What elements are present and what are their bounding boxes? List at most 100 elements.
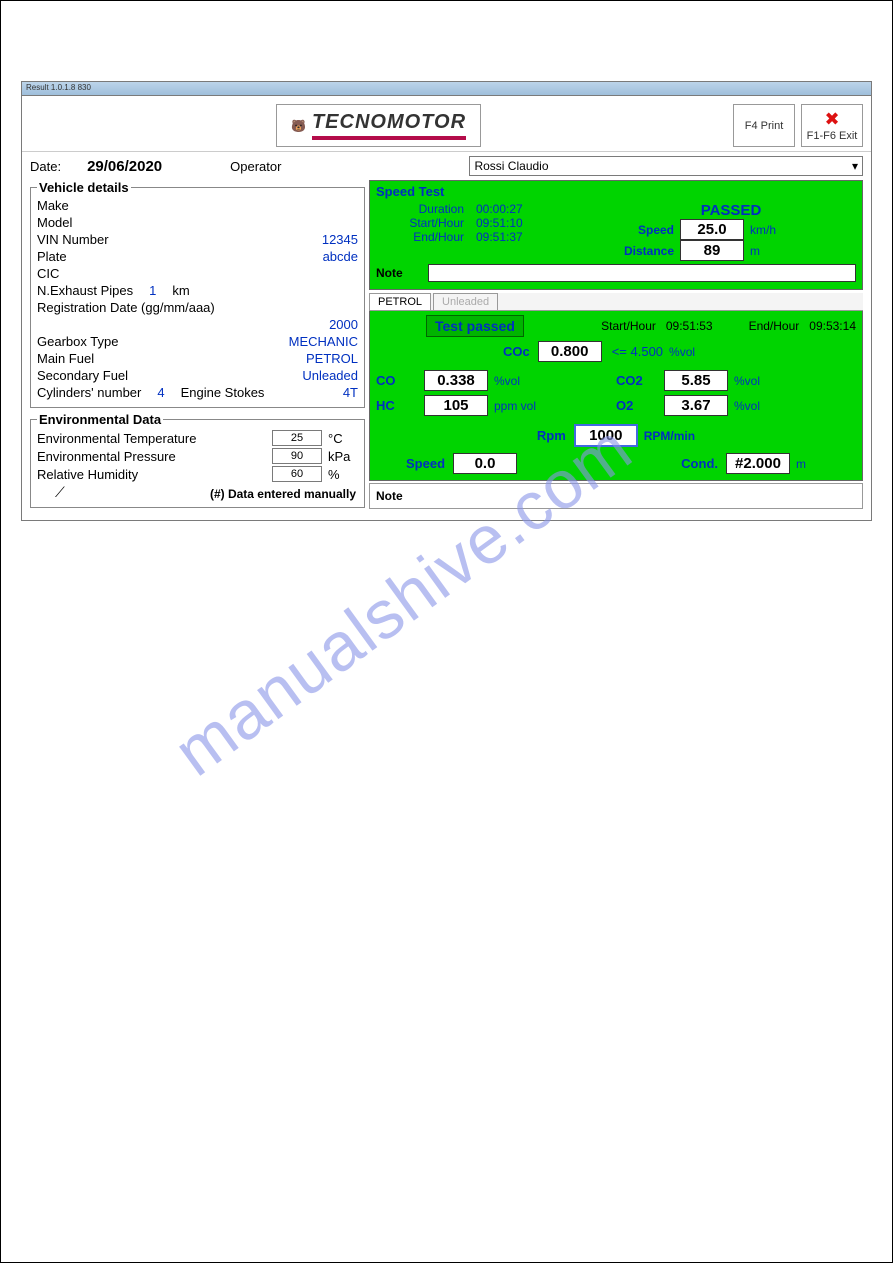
vin-label: VIN Number xyxy=(37,232,322,247)
speed-test-results: PASSED Speed 25.0 km/h Distance 89 m xyxy=(606,202,856,261)
cylinders-label: Cylinders' number xyxy=(37,385,141,400)
environmental-data-legend: Environmental Data xyxy=(37,412,163,427)
co-unit: %vol xyxy=(488,374,554,388)
test-end-value: 09:53:14 xyxy=(809,319,856,333)
mainfuel-label: Main Fuel xyxy=(37,351,306,366)
hc-unit: ppm vol xyxy=(488,399,554,413)
env-press-label: Environmental Pressure xyxy=(37,449,272,464)
env-temp-value[interactable]: 25 xyxy=(272,430,322,446)
regdate-label: Registration Date (gg/mm/aaa) xyxy=(37,300,358,315)
date-label: Date: xyxy=(30,159,61,174)
mainfuel-value: PETROL xyxy=(306,351,358,366)
env-hum-unit: % xyxy=(328,467,358,482)
vehicle-details-fieldset: Vehicle details Make Model VIN Number 12… xyxy=(30,180,365,408)
plate-value: abcde xyxy=(323,249,358,264)
gearbox-value: MECHANIC xyxy=(289,334,358,349)
end-hour-value: 09:51:37 xyxy=(476,230,523,244)
secfuel-label: Secondary Fuel xyxy=(37,368,302,383)
distance-label: Distance xyxy=(606,244,674,258)
page-container: Result 1.0.1.8 830 🐻 TECNOMOTOR F4 Print… xyxy=(0,0,893,1263)
cond-unit: m xyxy=(790,457,856,471)
operator-select[interactable]: Rossi Claudio ▾ xyxy=(469,156,863,176)
o2-unit: %vol xyxy=(728,399,794,413)
co2-unit: %vol xyxy=(728,374,794,388)
coc-label: COc xyxy=(503,344,538,359)
stokes-label: Engine Stokes xyxy=(181,385,265,400)
emission-test-panel: Test passed Start/Hour 09:51:53 End/Hour… xyxy=(369,311,863,481)
print-button-label: F4 Print xyxy=(745,120,784,132)
speed-label: Speed xyxy=(606,223,674,237)
env-press-value[interactable]: 90 xyxy=(272,448,322,464)
logo-underline xyxy=(312,136,466,140)
date-value: 29/06/2020 xyxy=(87,158,162,175)
speed-note-input[interactable] xyxy=(428,264,856,282)
test-start-value: 09:51:53 xyxy=(666,319,713,333)
plate-label: Plate xyxy=(37,249,323,264)
env-temp-unit: °C xyxy=(328,431,358,446)
model-label: Model xyxy=(37,215,358,230)
test-passed-badge: Test passed xyxy=(426,315,524,337)
fuel-tabs: PETROL Unleaded xyxy=(369,293,863,311)
logo-text: TECNOMOTOR xyxy=(312,111,466,134)
o2-value: 3.67 xyxy=(664,395,728,416)
speed-unit: km/h xyxy=(750,223,790,237)
print-button[interactable]: F4 Print xyxy=(733,104,795,147)
left-column: Vehicle details Make Model VIN Number 12… xyxy=(30,180,365,512)
vin-value: 12345 xyxy=(322,232,358,247)
operator-value: Rossi Claudio xyxy=(474,159,548,173)
cond-label: Cond. xyxy=(681,456,726,471)
tab-petrol[interactable]: PETROL xyxy=(369,293,431,310)
env-press-unit: kPa xyxy=(328,449,358,464)
rpm-value: 1000 xyxy=(574,424,638,447)
tab-unleaded[interactable]: Unleaded xyxy=(433,293,498,310)
manual-entry-note: (#) Data entered manually xyxy=(65,483,358,501)
chevron-down-icon: ▾ xyxy=(852,159,858,173)
test-note-label: Note xyxy=(376,489,420,503)
cond-value: #2.000 xyxy=(726,453,790,474)
hc-value: 105 xyxy=(424,395,488,416)
speed-passed-badge: PASSED xyxy=(606,202,856,219)
cic-label: CIC xyxy=(37,266,358,281)
top-toolbar: 🐻 TECNOMOTOR F4 Print ✖ F1-F6 Exit xyxy=(22,96,871,151)
right-column: Speed Test Duration00:00:27 Start/Hour09… xyxy=(369,180,863,512)
speed-value: 25.0 xyxy=(680,219,744,240)
gearbox-label: Gearbox Type xyxy=(37,334,289,349)
main-columns: Vehicle details Make Model VIN Number 12… xyxy=(22,180,871,520)
distance-unit: m xyxy=(750,244,790,258)
hc-label: HC xyxy=(376,398,424,413)
regdate-value: 2000 xyxy=(329,317,358,332)
pipes-value: 1 xyxy=(149,283,156,298)
vehicle-details-legend: Vehicle details xyxy=(37,180,131,195)
env-hum-label: Relative Humidity xyxy=(37,467,272,482)
secfuel-value: Unleaded xyxy=(302,368,358,383)
co-value: 0.338 xyxy=(424,370,488,391)
co2-value: 5.85 xyxy=(664,370,728,391)
logo-area: 🐻 TECNOMOTOR xyxy=(30,104,727,147)
coc-value: 0.800 xyxy=(538,341,602,362)
cylinders-value: 4 xyxy=(157,385,164,400)
exit-button-label: F1-F6 Exit xyxy=(807,130,858,142)
logo-mascot-icon: 🐻 xyxy=(291,119,306,133)
co-label: CO xyxy=(376,373,424,388)
logo: 🐻 TECNOMOTOR xyxy=(276,104,481,147)
test-note-input[interactable] xyxy=(428,487,856,505)
exit-button[interactable]: ✖ F1-F6 Exit xyxy=(801,104,863,147)
start-hour-label: Start/Hour xyxy=(376,216,476,230)
speed-test-times: Duration00:00:27 Start/Hour09:51:10 End/… xyxy=(376,202,606,261)
test-end-label: End/Hour xyxy=(749,319,800,333)
test-speed-label: Speed xyxy=(406,456,453,471)
o2-label: O2 xyxy=(616,398,664,413)
env-hum-value[interactable]: 60 xyxy=(272,466,322,482)
end-hour-label: End/Hour xyxy=(376,230,476,244)
test-start-label: Start/Hour xyxy=(601,319,656,333)
duration-label: Duration xyxy=(376,202,476,216)
env-temp-label: Environmental Temperature xyxy=(37,431,272,446)
speed-note-label: Note xyxy=(376,266,420,280)
date-operator-row: Date: 29/06/2020 Operator Rossi Claudio … xyxy=(22,151,871,180)
rpm-unit: RPM/min xyxy=(638,429,695,443)
distance-value: 89 xyxy=(680,240,744,261)
test-speed-value: 0.0 xyxy=(453,453,517,474)
close-icon: ✖ xyxy=(824,110,839,128)
stokes-value: 4T xyxy=(343,385,358,400)
speed-test-panel: Speed Test Duration00:00:27 Start/Hour09… xyxy=(369,180,863,290)
